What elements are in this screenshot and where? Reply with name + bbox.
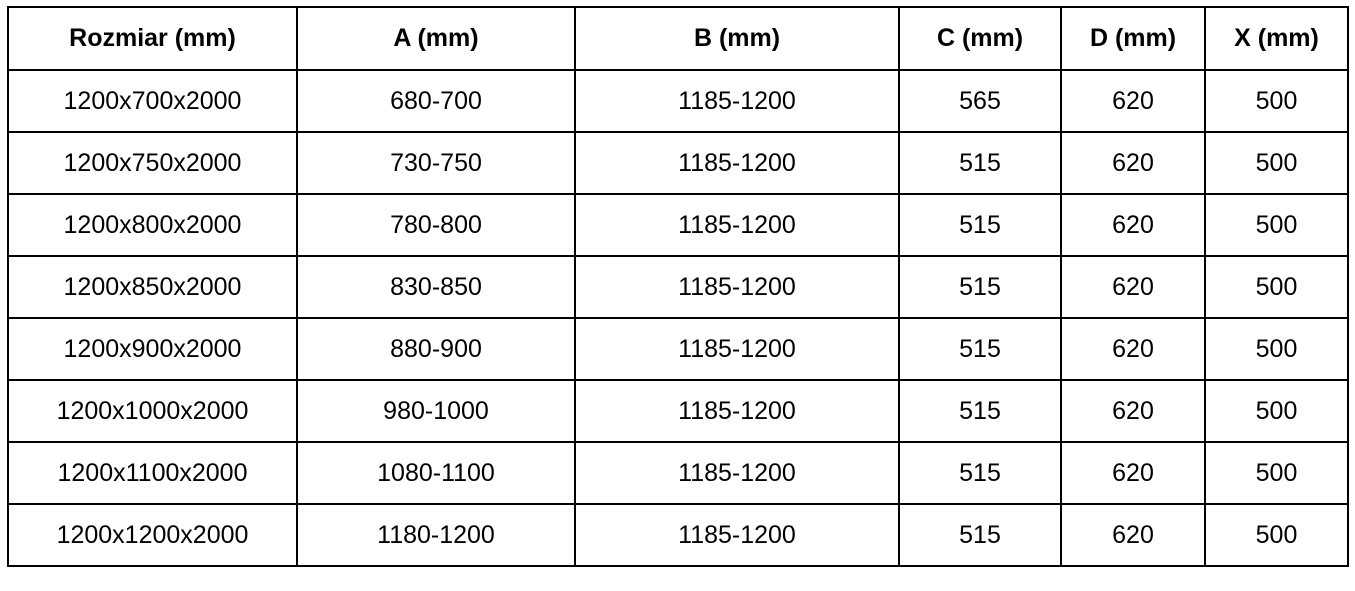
table-cell: 500 [1204,193,1349,257]
table-cell: 620 [1060,69,1206,133]
dimensions-table: Rozmiar (mm) A (mm) B (mm) C (mm) D (mm) X (m… [7,6,1349,567]
table-cell: 1185-1200 [574,379,900,443]
table-cell: 1180-1200 [296,503,576,567]
table-cell: 500 [1204,255,1349,319]
table-cell: 515 [898,379,1062,443]
table-cell: 1080-1100 [296,441,576,505]
column-header: B (mm) [574,6,900,71]
table-row: 1200x1000x2000 980-1000 1185-1200 515 620 500 [7,379,1349,443]
table-cell: 500 [1204,69,1349,133]
column-header: Rozmiar (mm) [7,6,298,71]
table-cell: 1200x900x2000 [7,317,298,381]
table-cell: 980-1000 [296,379,576,443]
table-cell: 880-900 [296,317,576,381]
column-header: X (mm) [1204,6,1349,71]
table-cell: 1185-1200 [574,255,900,319]
table-cell: 680-700 [296,69,576,133]
table-cell: 780-800 [296,193,576,257]
table-cell: 1200x1200x2000 [7,503,298,567]
table-cell: 515 [898,131,1062,195]
table-cell: 620 [1060,193,1206,257]
table-row: 1200x1100x2000 1080-1100 1185-1200 515 620 50… [7,441,1349,505]
table-cell: 620 [1060,255,1206,319]
table-cell: 500 [1204,503,1349,567]
table-cell: 1200x700x2000 [7,69,298,133]
table-cell: 1185-1200 [574,131,900,195]
table-cell: 1200x850x2000 [7,255,298,319]
table-cell: 1185-1200 [574,317,900,381]
table-cell: 1200x1100x2000 [7,441,298,505]
table-row: 1200x1200x2000 1180-1200 1185-1200 515 620 50… [7,503,1349,567]
header-row: Rozmiar (mm) A (mm) B (mm) C (mm) D (mm) X (m… [7,6,1349,71]
table-cell: 620 [1060,379,1206,443]
table-cell: 1200x750x2000 [7,131,298,195]
table-cell: 1200x1000x2000 [7,379,298,443]
column-header: C (mm) [898,6,1062,71]
table-cell: 620 [1060,503,1206,567]
table-row: 1200x700x2000 680-700 1185-1200 565 620 500 [7,69,1349,133]
column-header: D (mm) [1060,6,1206,71]
table-cell: 620 [1060,131,1206,195]
table-cell: 1185-1200 [574,503,900,567]
table-cell: 500 [1204,441,1349,505]
table-row: 1200x900x2000 880-900 1185-1200 515 620 500 [7,317,1349,381]
table-cell: 500 [1204,317,1349,381]
table-cell: 620 [1060,441,1206,505]
table-cell: 515 [898,503,1062,567]
table-row: 1200x750x2000 730-750 1185-1200 515 620 500 [7,131,1349,195]
table-cell: 1185-1200 [574,69,900,133]
table-row: 1200x850x2000 830-850 1185-1200 515 620 500 [7,255,1349,319]
table-cell: 830-850 [296,255,576,319]
table-row: 1200x800x2000 780-800 1185-1200 515 620 500 [7,193,1349,257]
table-cell: 515 [898,317,1062,381]
column-header: A (mm) [296,6,576,71]
table-cell: 515 [898,255,1062,319]
table-cell: 515 [898,193,1062,257]
table-cell: 1185-1200 [574,193,900,257]
table-cell: 565 [898,69,1062,133]
table-cell: 1185-1200 [574,441,900,505]
table-cell: 620 [1060,317,1206,381]
table-cell: 500 [1204,131,1349,195]
table-cell: 1200x800x2000 [7,193,298,257]
table-cell: 515 [898,441,1062,505]
table-cell: 500 [1204,379,1349,443]
table-cell: 730-750 [296,131,576,195]
